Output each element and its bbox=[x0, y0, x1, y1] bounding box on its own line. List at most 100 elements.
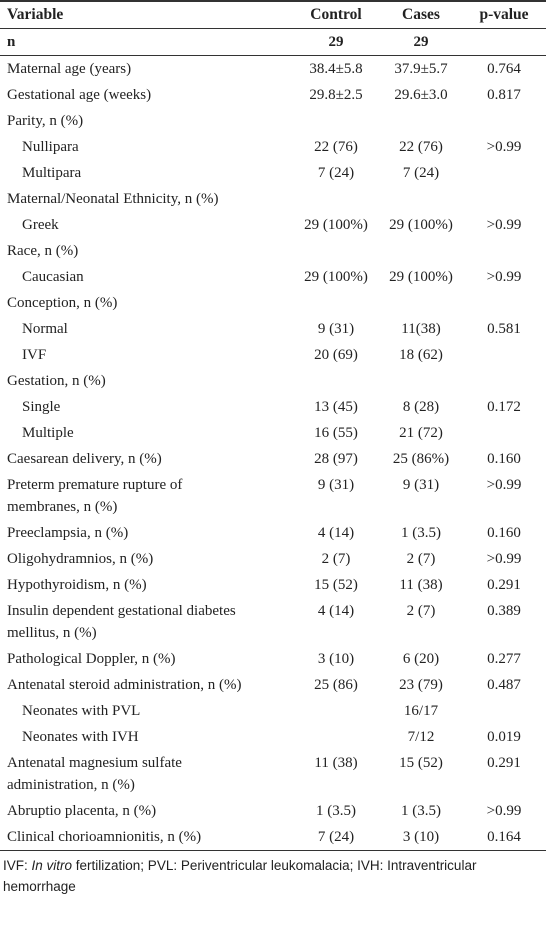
cell: 11 (38) bbox=[399, 577, 443, 593]
row: Antenatal magnesium sulfate administrati… bbox=[0, 750, 546, 798]
cell bbox=[380, 238, 462, 264]
cell: >0.99 bbox=[486, 551, 522, 567]
cell: 8 (28) bbox=[402, 399, 440, 415]
cell: 0.817 bbox=[487, 87, 521, 103]
row-label: Neonates with IVH bbox=[0, 724, 292, 750]
cell: 0.581 bbox=[487, 321, 521, 337]
cell: 21 (72) bbox=[399, 425, 443, 441]
cell bbox=[292, 724, 380, 750]
row-label: Gestational age (weeks) bbox=[0, 82, 292, 108]
header-cell: Control bbox=[310, 6, 362, 23]
cell: 7 (24) bbox=[317, 165, 355, 181]
cell: 0.019 bbox=[487, 729, 521, 745]
label-text: Normal bbox=[22, 321, 68, 337]
cell: 2 (7) bbox=[406, 603, 436, 619]
row-label: Maternal age (years) bbox=[0, 56, 292, 83]
cell: 28 (97) bbox=[314, 451, 358, 467]
cell: 16/17 bbox=[403, 703, 439, 719]
cell: 7 (24) bbox=[402, 165, 440, 181]
row: Race, n (%) bbox=[0, 238, 546, 264]
cell: 18 (62) bbox=[399, 347, 443, 363]
cell bbox=[380, 108, 462, 134]
cell bbox=[462, 290, 546, 316]
label-text: Greek bbox=[22, 217, 59, 233]
cell: 0.487 bbox=[487, 677, 521, 693]
row-label: IVF bbox=[0, 342, 292, 368]
row: Conception, n (%) bbox=[0, 290, 546, 316]
cell: 9 (31) bbox=[317, 321, 355, 337]
cell: 15 (52) bbox=[314, 577, 358, 593]
row-label: Gestation, n (%) bbox=[0, 368, 292, 394]
row-label: Normal bbox=[0, 316, 292, 342]
cell bbox=[292, 186, 380, 212]
cell bbox=[292, 108, 380, 134]
cell: 29 bbox=[328, 34, 344, 50]
data-table: Variable Control Cases p-value n 29 29 M… bbox=[0, 1, 546, 851]
label-text: Single bbox=[22, 399, 61, 415]
row: Gestational age (weeks) 29.8±2.5 29.6±3.0 0… bbox=[0, 82, 546, 108]
cell: 4 (14) bbox=[317, 603, 355, 619]
row: Abruptio placenta, n (%) 1 (3.5) 1 (3.5) >0… bbox=[0, 798, 546, 824]
cell: >0.99 bbox=[486, 803, 522, 819]
label-text: Multiple bbox=[22, 425, 74, 441]
label-text: Neonates with IVH bbox=[22, 729, 139, 745]
cell: 20 (69) bbox=[314, 347, 358, 363]
cell: 11(38) bbox=[401, 321, 441, 337]
sub-row: Nullipara 22 (76) 22 (76) >0.99 bbox=[0, 134, 546, 160]
row-label: Single bbox=[0, 394, 292, 420]
cell bbox=[292, 290, 380, 316]
cell: 7 (24) bbox=[317, 829, 355, 845]
cell: 37.9±5.7 bbox=[394, 61, 448, 77]
row-label: Antenatal magnesium sulfate administrati… bbox=[0, 750, 292, 798]
label-text: Preterm premature rupture of membranes, … bbox=[7, 477, 183, 515]
row-label: Abruptio placenta, n (%) bbox=[0, 798, 292, 824]
sub-row: Multiple 16 (55) 21 (72) bbox=[0, 420, 546, 446]
sub-row: Normal 9 (31) 11(38) 0.581 bbox=[0, 316, 546, 342]
cell: >0.99 bbox=[486, 217, 522, 233]
row-label: Multiple bbox=[0, 420, 292, 446]
row: Oligohydramnios, n (%) 2 (7) 2 (7) >0.99 bbox=[0, 546, 546, 572]
row-label: Maternal/Neonatal Ethnicity, n (%) bbox=[0, 186, 292, 212]
row: Maternal/Neonatal Ethnicity, n (%) bbox=[0, 186, 546, 212]
label-text: Gestation, n (%) bbox=[7, 373, 106, 389]
row-label: Caucasian bbox=[0, 264, 292, 290]
cell bbox=[292, 368, 380, 394]
row: Preeclampsia, n (%) 4 (14) 1 (3.5) 0.160 bbox=[0, 520, 546, 546]
label-text: Race, n (%) bbox=[7, 243, 79, 259]
cell bbox=[462, 238, 546, 264]
cell bbox=[462, 108, 546, 134]
cell: 2 (7) bbox=[406, 551, 436, 567]
cell: 0.172 bbox=[487, 399, 521, 415]
cell: 0.277 bbox=[487, 651, 521, 667]
cell: >0.99 bbox=[486, 139, 522, 155]
cell bbox=[292, 238, 380, 264]
header-cell: p-value bbox=[479, 6, 529, 23]
row: Maternal age (years) 38.4±5.8 37.9±5.7 0.76… bbox=[0, 56, 546, 83]
footnote-text: In vitro bbox=[31, 858, 73, 873]
label-text: Hypothyroidism, n (%) bbox=[7, 577, 147, 593]
cell: 0.291 bbox=[487, 577, 521, 593]
row: Hypothyroidism, n (%) 15 (52) 11 (38) 0.291 bbox=[0, 572, 546, 598]
cell: 9 (31) bbox=[402, 477, 440, 493]
row-label: Preterm premature rupture of membranes, … bbox=[0, 472, 292, 520]
label-text: Antenatal magnesium sulfate administrati… bbox=[7, 755, 182, 793]
row: Insulin dependent gestational diabetes m… bbox=[0, 598, 546, 646]
cell bbox=[462, 29, 546, 56]
header-cell: Cases bbox=[402, 6, 440, 23]
cell: 1 (3.5) bbox=[401, 803, 441, 819]
row-label: Clinical chorioamnionitis, n (%) bbox=[0, 824, 292, 851]
cell: 22 (76) bbox=[399, 139, 443, 155]
cell: >0.99 bbox=[486, 477, 522, 493]
cell: 0.160 bbox=[487, 451, 521, 467]
sub-row: Multipara 7 (24) 7 (24) bbox=[0, 160, 546, 186]
label-text: Caucasian bbox=[22, 269, 84, 285]
sub-row: Caucasian 29 (100%) 29 (100%) >0.99 bbox=[0, 264, 546, 290]
cell: 29 (100%) bbox=[304, 217, 368, 233]
row-label: Multipara bbox=[0, 160, 292, 186]
cell: 29 (100%) bbox=[389, 217, 453, 233]
cell bbox=[380, 368, 462, 394]
row: Gestation, n (%) bbox=[0, 368, 546, 394]
label-text: Multipara bbox=[22, 165, 82, 181]
row-label: Conception, n (%) bbox=[0, 290, 292, 316]
